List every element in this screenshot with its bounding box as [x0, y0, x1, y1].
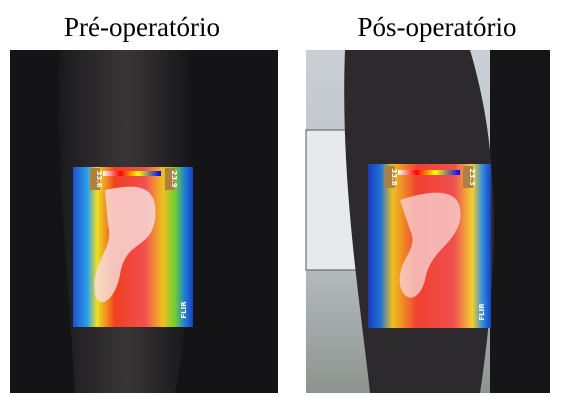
color-scale: [103, 171, 161, 176]
panel-title: Pré-operatório: [64, 12, 220, 42]
color-scale: [398, 170, 460, 175]
brand-label: FLIR: [478, 303, 486, 321]
scale-label: 33.8: [390, 168, 398, 185]
panel-title: Pós-operatório: [358, 12, 517, 42]
shadow: [490, 50, 550, 393]
scale-label: 33.6: [95, 170, 103, 187]
scale-label: 23.3: [468, 168, 476, 185]
figure: Pré-operatório 33.6 23.9 FLIR Pós-operat…: [0, 0, 561, 396]
brand-label: FLIR: [180, 301, 188, 319]
scale-label: 23.9: [170, 170, 178, 187]
